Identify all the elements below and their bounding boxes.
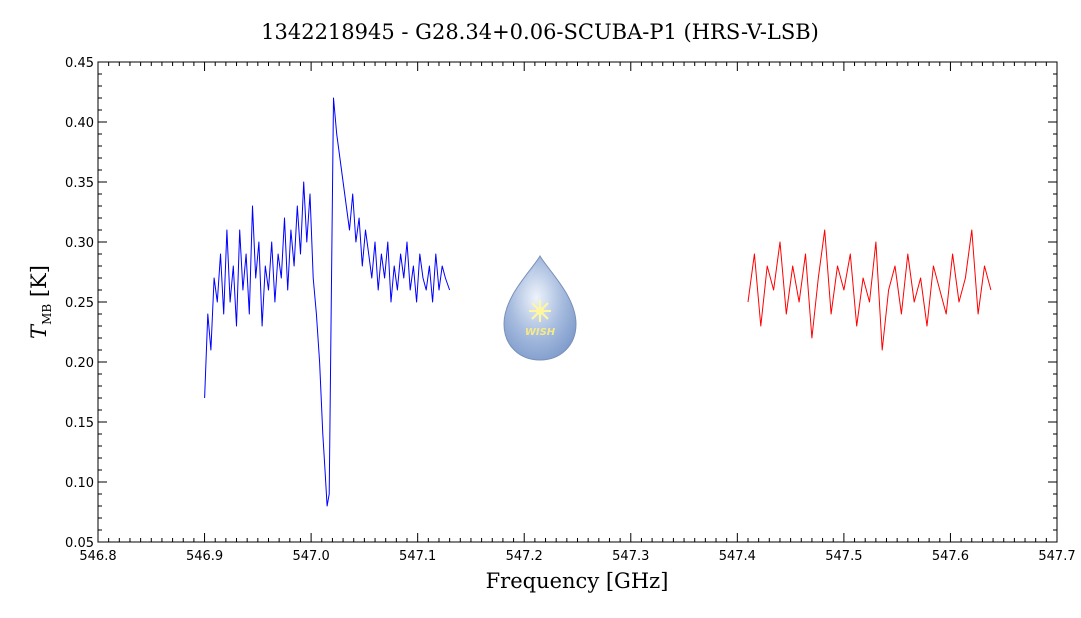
x-tick-label: 547.2 bbox=[506, 549, 543, 564]
x-tick-label: 547.3 bbox=[612, 549, 649, 564]
x-tick-label: 546.8 bbox=[79, 549, 116, 564]
y-tick-label: 0.35 bbox=[65, 176, 94, 191]
plot-frame bbox=[97, 61, 1058, 543]
axis-ticks: 546.8 546.9 547.0 547.1 547.2 547.3 547.4 547.5… bbox=[65, 56, 1076, 564]
wish-logo: WISH bbox=[503, 254, 577, 361]
series-layer bbox=[204, 97, 992, 507]
x-tick-label: 547.4 bbox=[719, 549, 756, 564]
y-tick-label: 0.40 bbox=[65, 116, 94, 131]
x-tick-label: 546.9 bbox=[186, 549, 223, 564]
y-axis-label-subscript: MB bbox=[40, 304, 54, 325]
spectrum-series-1 bbox=[204, 97, 451, 507]
x-tick-label: 547.5 bbox=[825, 549, 862, 564]
y-tick-label: 0.20 bbox=[65, 356, 94, 371]
x-axis-label: Frequency [GHz] bbox=[486, 569, 669, 593]
spectrum-series-2 bbox=[747, 229, 992, 351]
x-tick-label: 547.1 bbox=[399, 549, 436, 564]
wish-logo-text: WISH bbox=[525, 327, 556, 338]
chart-title: 1342218945 - G28.34+0.06-SCUBA-P1 (HRS-V… bbox=[261, 20, 819, 44]
x-tick-label: 547.7 bbox=[1038, 549, 1075, 564]
y-axis-label-unit: [K] bbox=[27, 265, 51, 297]
y-tick-label: 0.15 bbox=[65, 416, 94, 431]
y-tick-label: 0.45 bbox=[65, 56, 94, 71]
y-tick-label: 0.10 bbox=[65, 476, 94, 491]
y-tick-label: 0.25 bbox=[65, 296, 94, 311]
y-tick-label: 0.30 bbox=[65, 236, 94, 251]
x-tick-label: 547.6 bbox=[932, 549, 969, 564]
x-tick-label: 547.0 bbox=[293, 549, 330, 564]
y-tick-label: 0.05 bbox=[65, 536, 94, 551]
y-axis-label: TMB [K] bbox=[27, 265, 54, 339]
y-axis-label-symbol: T bbox=[27, 323, 51, 339]
